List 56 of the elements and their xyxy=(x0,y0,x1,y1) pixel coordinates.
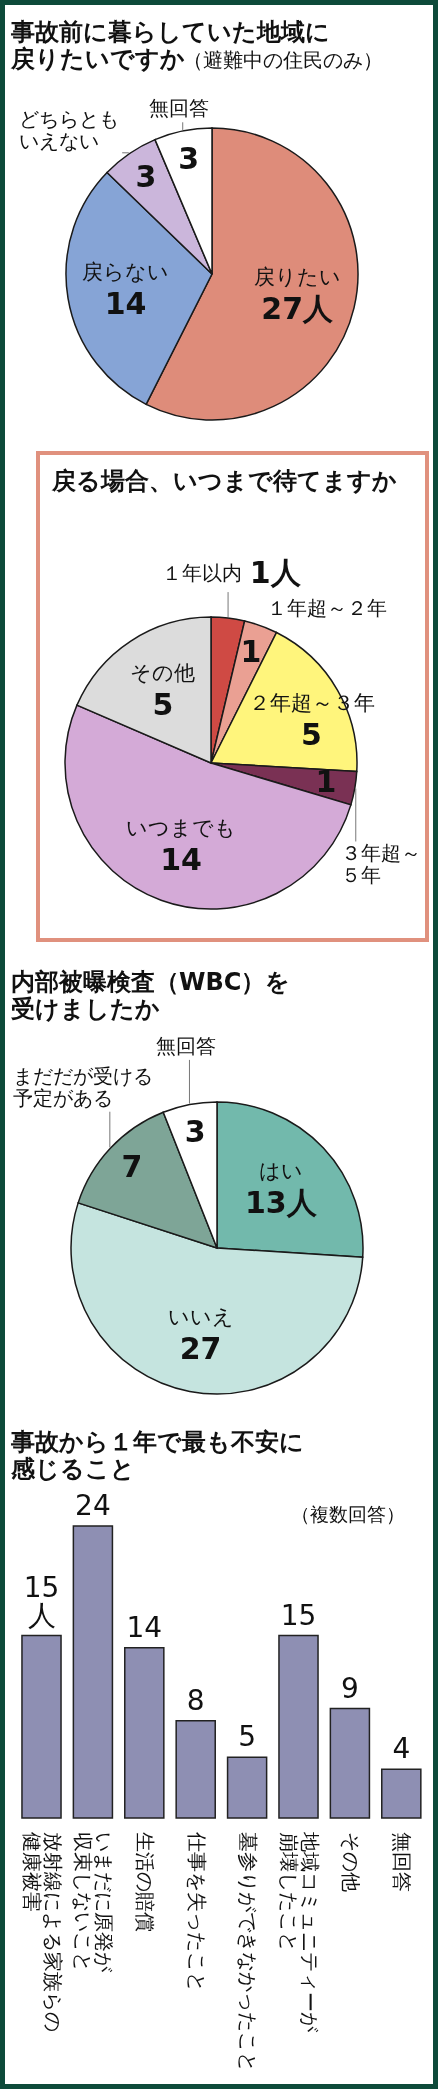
slice-label: １年超～２年 xyxy=(267,595,388,620)
slice-label: はい xyxy=(258,1159,303,1184)
x-tick-label: 無回答 xyxy=(390,1832,415,1892)
x-tick-label: その他 xyxy=(338,1832,363,1892)
x-tick-label: いまだに原発が収束しないこと xyxy=(71,1832,117,1973)
bar xyxy=(124,1646,165,1819)
slice-label: 戻りたい xyxy=(253,265,341,290)
text: （複数回答） xyxy=(291,1503,405,1525)
data-label: 5 xyxy=(301,716,322,752)
data-label: 14 xyxy=(160,842,202,878)
slice-label: その他 xyxy=(130,660,196,685)
slice-label: １年以内 xyxy=(161,561,242,586)
data-label: 14 xyxy=(104,285,147,321)
data-label: 15 xyxy=(280,1598,317,1632)
slice-label: まだだが受ける予定がある xyxy=(13,1063,153,1110)
chart-title: 戻る場合、いつまで待てますか xyxy=(51,467,397,495)
bar xyxy=(21,1634,62,1819)
data-label: 3 xyxy=(178,140,200,176)
x-tick-label: 地域コミュニティーが崩壊したこと xyxy=(277,1831,322,2033)
data-label: 5 xyxy=(152,686,174,722)
data-label: 15人 xyxy=(23,1570,60,1632)
slice-label: ３年超～５年 xyxy=(341,841,421,888)
data-label: 1 xyxy=(315,764,337,800)
data-label: 27人 xyxy=(261,291,335,327)
x-tick-label: 墓参りができなかったこと xyxy=(236,1832,261,2072)
data-label: 9 xyxy=(340,1671,359,1705)
x-tick-label: 仕事を失ったこと xyxy=(184,1831,209,1992)
data-label: 7 xyxy=(121,1149,143,1185)
chart-title: 事故から１年で最も不安に感じること xyxy=(10,1428,304,1483)
slice-label: 無回答 xyxy=(149,96,210,121)
x-tick-label: 放射線による家族らの健康被害 xyxy=(20,1832,65,2032)
slice-label: どちらともいえない xyxy=(19,106,120,153)
data-label: 4 xyxy=(392,1732,411,1766)
data-label: 3 xyxy=(184,1114,206,1150)
bar xyxy=(175,1719,216,1819)
slice-label: いいえ xyxy=(167,1305,234,1330)
bar xyxy=(278,1634,319,1819)
bar xyxy=(226,1756,268,1819)
data-label: 5 xyxy=(238,1720,257,1754)
chart-title: 内部被曝検査（WBC）を受けましたか xyxy=(11,968,291,1023)
data-label: 1 xyxy=(240,634,262,670)
data-label: 3 xyxy=(135,158,157,194)
bar xyxy=(381,1768,422,1819)
chart-title: 事故前に暮らしていた地域に戻りたいですか（避難中の住民のみ） xyxy=(10,18,383,73)
data-label: 24 xyxy=(75,1489,111,1522)
data-label: 14 xyxy=(126,1610,163,1644)
data-label: 13人 xyxy=(244,1185,318,1221)
slice-label: 無回答 xyxy=(156,1033,217,1058)
slice-label: 戻らない xyxy=(82,259,170,284)
data-label: 1人 xyxy=(249,555,302,591)
data-label: 27 xyxy=(179,1331,222,1367)
data-label: 8 xyxy=(186,1683,205,1717)
bar xyxy=(72,1525,114,1819)
bar xyxy=(329,1707,371,1819)
x-tick-label: 生活の賠償 xyxy=(133,1832,158,1932)
slice-label: いつまでも xyxy=(126,816,237,841)
